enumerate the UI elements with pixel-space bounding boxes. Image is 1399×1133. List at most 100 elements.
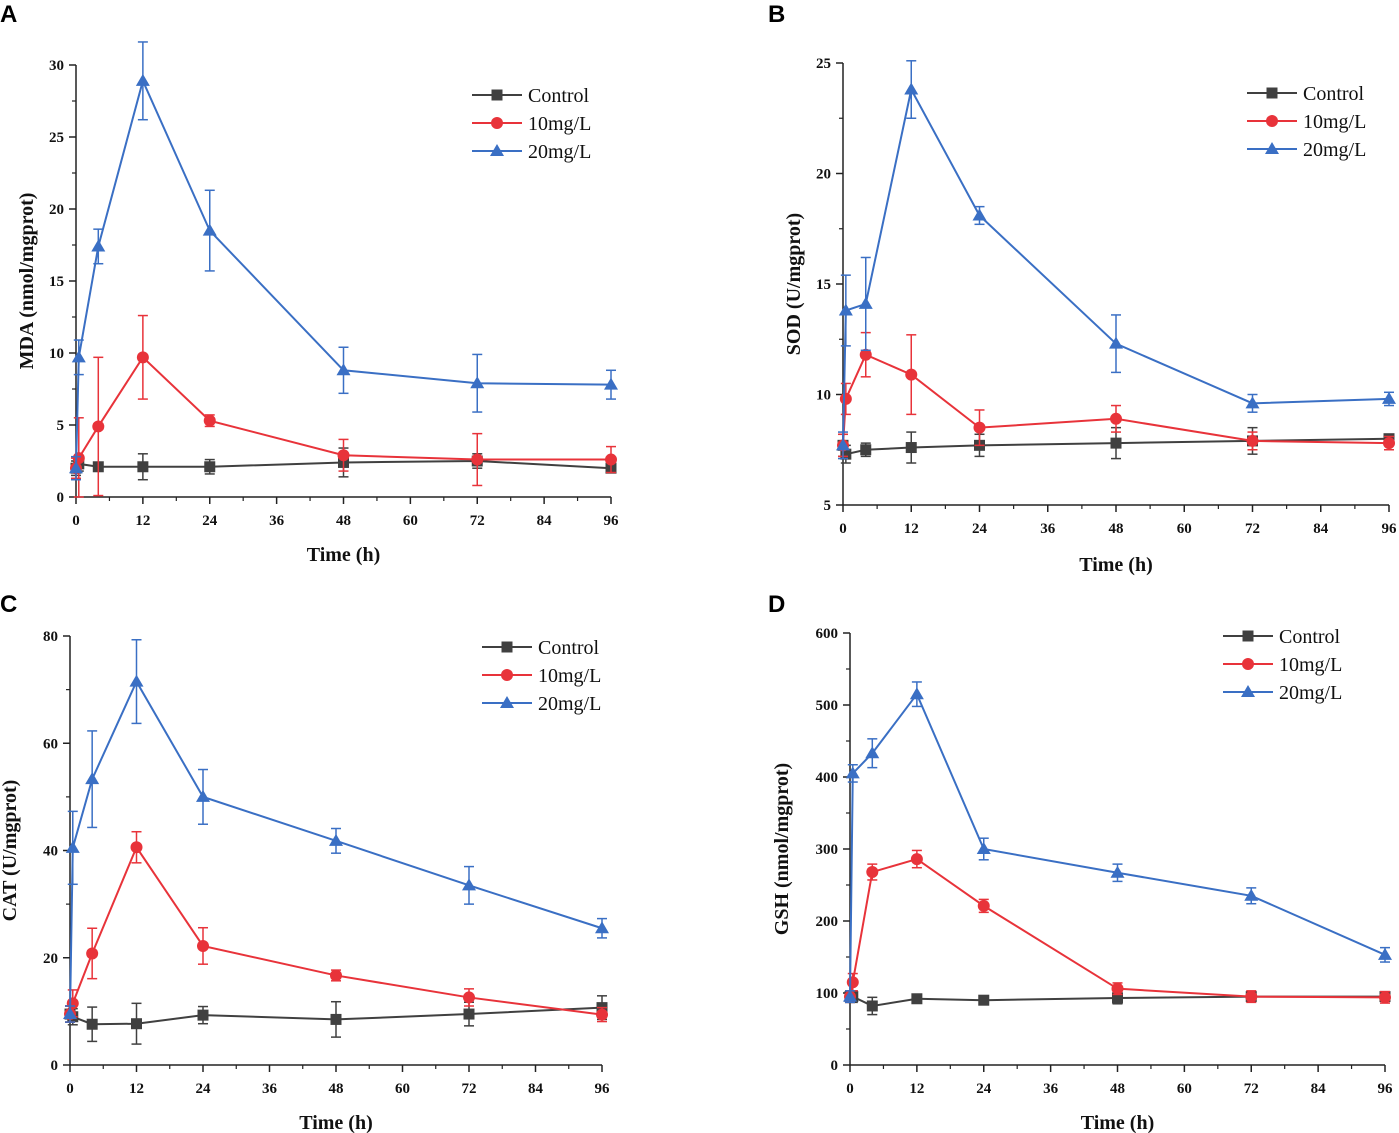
legend-entry: Control [482, 637, 600, 659]
data-point [909, 687, 924, 700]
series-line [75, 77, 612, 469]
data-point [130, 841, 143, 854]
x-tick-label: 0 [66, 1081, 74, 1097]
data-point [866, 866, 879, 879]
x-tick-label: 60 [1177, 521, 1192, 537]
series-20mgl [836, 60, 1396, 460]
series-line [842, 353, 1390, 446]
data-point [604, 377, 618, 390]
series-control [64, 995, 608, 1045]
x-tick-label: 36 [1040, 521, 1056, 537]
data-point [135, 73, 150, 86]
series-10mgl [64, 830, 608, 1023]
data-point [596, 1008, 608, 1021]
y-tick-label: 25 [816, 56, 831, 72]
data-point [197, 1009, 209, 1021]
x-tick-label: 48 [329, 1081, 344, 1097]
data-point [72, 452, 85, 465]
data-point [1110, 865, 1125, 878]
data-point [330, 1013, 342, 1025]
y-tick-label: 80 [43, 629, 58, 645]
legend-entry: 10mg/L [1223, 654, 1342, 676]
data-point [92, 420, 105, 433]
legend-label: 20mg/L [528, 141, 591, 163]
legend-label: 10mg/L [1279, 654, 1342, 676]
data-point [843, 989, 857, 1002]
legend-marker [1266, 115, 1278, 127]
data-point [196, 789, 210, 802]
data-point [977, 899, 990, 912]
y-tick-label: 5 [57, 418, 65, 434]
legend-label: 20mg/L [1279, 682, 1342, 704]
x-tick-label: 96 [604, 513, 620, 529]
legend-label: 10mg/L [1303, 111, 1366, 133]
legend-label: Control [538, 637, 600, 659]
x-tick-label: 96 [1378, 1081, 1394, 1097]
series-control [837, 426, 1395, 464]
data-point [203, 414, 216, 427]
data-point [131, 1018, 142, 1030]
x-tick-label: 72 [470, 513, 485, 529]
data-point [86, 1018, 98, 1030]
y-tick-label: 40 [43, 844, 58, 860]
data-point [86, 947, 99, 960]
legend-marker [490, 144, 504, 156]
legend-label: 20mg/L [538, 693, 601, 715]
data-point [197, 939, 209, 952]
data-point [1109, 336, 1123, 349]
data-point [595, 921, 609, 934]
x-tick-label: 12 [909, 1081, 924, 1097]
y-tick-label: 10 [816, 388, 831, 404]
data-point [129, 674, 144, 687]
data-point [337, 449, 350, 462]
y-tick-label: 600 [816, 626, 839, 642]
data-point [71, 350, 86, 363]
data-point [202, 223, 217, 236]
x-tick-label: 24 [196, 1081, 212, 1097]
data-point [1112, 992, 1123, 1004]
data-point [605, 453, 617, 466]
x-tick-label: 84 [537, 513, 553, 529]
series-line [69, 845, 603, 1016]
y-tick-label: 20 [816, 167, 831, 183]
x-axis-label: Time (h) [299, 1112, 373, 1133]
legend-marker [1241, 685, 1255, 697]
data-point [204, 461, 216, 473]
x-tick-label: 48 [1110, 1081, 1125, 1097]
legend-marker [1266, 87, 1278, 99]
data-point [471, 453, 484, 466]
series-line [849, 692, 1386, 997]
data-point [65, 840, 80, 853]
legend-marker [491, 89, 503, 101]
data-point [904, 82, 919, 95]
data-point [1111, 982, 1124, 995]
y-tick-label: 300 [816, 842, 839, 858]
legend-marker [1242, 658, 1254, 670]
series-10mgl [70, 314, 617, 498]
legend-label: 10mg/L [538, 665, 601, 687]
data-point [859, 348, 872, 361]
y-tick-label: 25 [49, 130, 64, 146]
x-tick-label: 0 [72, 513, 80, 529]
y-axis-label: GSH (nmol/mgprot) [771, 763, 793, 935]
x-tick-label: 12 [129, 1081, 144, 1097]
legend-marker [1242, 630, 1254, 642]
data-point [910, 853, 923, 866]
y-tick-label: 30 [49, 58, 64, 74]
panel-B: B 0 12 24 36 48 60 72 84 96 5 10 15 20 25 Time (h) SOD (… [768, 1, 1397, 576]
x-tick-label: 72 [1245, 521, 1260, 537]
legend-entry: 10mg/L [1247, 111, 1366, 133]
panel-A: A 0 12 24 36 48 60 72 84 96 0 5 10 15 20 25 30 Time (h) MD… [0, 1, 619, 566]
data-point [137, 461, 149, 473]
legend-entry: Control [472, 85, 590, 107]
data-point [838, 303, 853, 316]
x-tick-label: 60 [395, 1081, 410, 1097]
data-point [976, 842, 991, 854]
legend-marker [491, 117, 503, 129]
x-tick-label: 96 [595, 1081, 611, 1097]
panel-C: C 0 12 24 36 48 60 72 84 96 0 20 40 60 80 Time (h) CAT (… [0, 591, 610, 1133]
x-tick-label: 36 [262, 1081, 278, 1097]
y-tick-label: 10 [49, 346, 64, 362]
x-tick-label: 12 [904, 521, 919, 537]
x-tick-label: 72 [1244, 1081, 1259, 1097]
